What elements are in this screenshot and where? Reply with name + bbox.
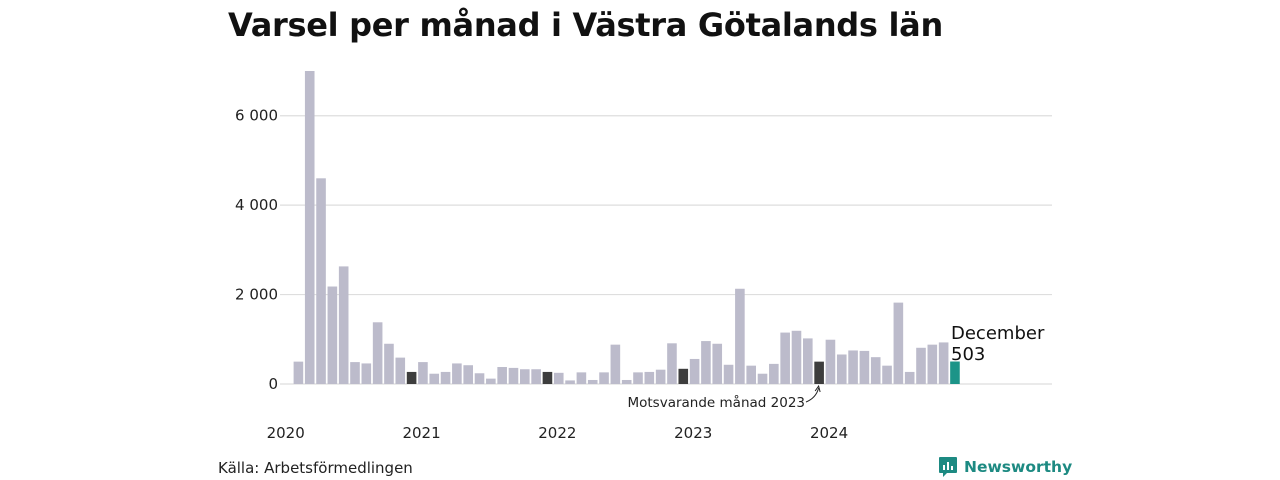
callout-month: December	[951, 323, 1045, 344]
bar	[327, 286, 338, 384]
bar	[350, 362, 360, 384]
bar	[293, 361, 304, 384]
bar	[576, 372, 587, 384]
bar	[882, 365, 892, 384]
bar	[621, 379, 632, 384]
x-axis-ticks: 2020 2021 2022 2023 2024	[267, 424, 849, 442]
y-tick-label: 0	[268, 375, 278, 393]
callout-value: 503	[951, 344, 985, 365]
bar	[542, 371, 553, 384]
bar	[701, 341, 711, 384]
bar	[667, 343, 677, 384]
bar	[803, 338, 813, 384]
bars	[293, 71, 960, 384]
x-tick-label: 2024	[810, 424, 848, 442]
bar	[587, 379, 598, 384]
bar	[735, 288, 745, 384]
y-tick-label: 6 000	[235, 107, 278, 125]
bar	[904, 371, 915, 384]
bar	[565, 380, 575, 384]
bar	[418, 362, 428, 384]
bar	[655, 369, 666, 384]
bar	[395, 357, 406, 384]
bar	[746, 365, 756, 384]
bar	[508, 367, 519, 384]
y-axis-ticks: 0 2 000 4 000 6 000	[235, 107, 278, 393]
bar	[316, 178, 326, 384]
bar	[814, 361, 824, 384]
brand-name: Newsworthy	[964, 458, 1073, 476]
bar	[893, 302, 904, 384]
bar	[452, 363, 462, 384]
bar	[463, 365, 473, 384]
bar	[304, 71, 315, 384]
bar	[338, 266, 349, 384]
annotation-arrowhead	[814, 384, 821, 393]
bar	[712, 343, 723, 384]
bar	[429, 373, 440, 384]
bar	[757, 373, 768, 384]
bar	[836, 354, 847, 384]
bar	[723, 364, 734, 384]
bar	[406, 371, 417, 384]
bar	[916, 347, 926, 384]
bar	[644, 371, 655, 384]
bar	[486, 378, 496, 384]
bar	[384, 343, 394, 384]
x-tick-label: 2021	[402, 424, 440, 442]
bar	[361, 363, 372, 384]
bar	[780, 332, 790, 384]
bar	[938, 342, 949, 384]
bar	[599, 372, 609, 384]
x-tick-label: 2023	[674, 424, 712, 442]
bar	[520, 369, 530, 384]
callout-layer: December 503	[951, 323, 1045, 365]
x-tick-label: 2020	[267, 424, 305, 442]
bar	[848, 350, 858, 384]
x-tick-label: 2022	[538, 424, 576, 442]
brand: Newsworthy	[938, 456, 1072, 478]
bar	[859, 350, 870, 384]
bar	[553, 372, 564, 384]
annotation-layer: Motsvarande månad 2023	[627, 384, 821, 411]
comparison-annotation: Motsvarande månad 2023	[627, 394, 805, 411]
bar	[610, 344, 621, 384]
chart-title: Varsel per månad i Västra Götalands län	[228, 6, 943, 44]
bar	[531, 369, 541, 384]
annotation-arrow	[805, 387, 820, 403]
bar	[474, 373, 485, 384]
bar	[497, 367, 507, 384]
source-note: Källa: Arbetsförmedlingen	[218, 459, 413, 477]
newsworthy-logo-icon	[939, 457, 957, 477]
bar	[825, 339, 836, 384]
bar	[372, 322, 383, 384]
bar	[633, 372, 643, 384]
bar	[440, 371, 451, 384]
bar	[927, 344, 938, 384]
y-tick-label: 2 000	[235, 286, 278, 304]
bar	[870, 357, 881, 384]
bar	[769, 363, 779, 384]
grid-lines	[280, 115, 1052, 385]
bar	[689, 358, 700, 384]
bar	[950, 361, 960, 384]
bar	[791, 330, 802, 384]
y-tick-label: 4 000	[235, 196, 278, 214]
bar	[678, 368, 689, 384]
